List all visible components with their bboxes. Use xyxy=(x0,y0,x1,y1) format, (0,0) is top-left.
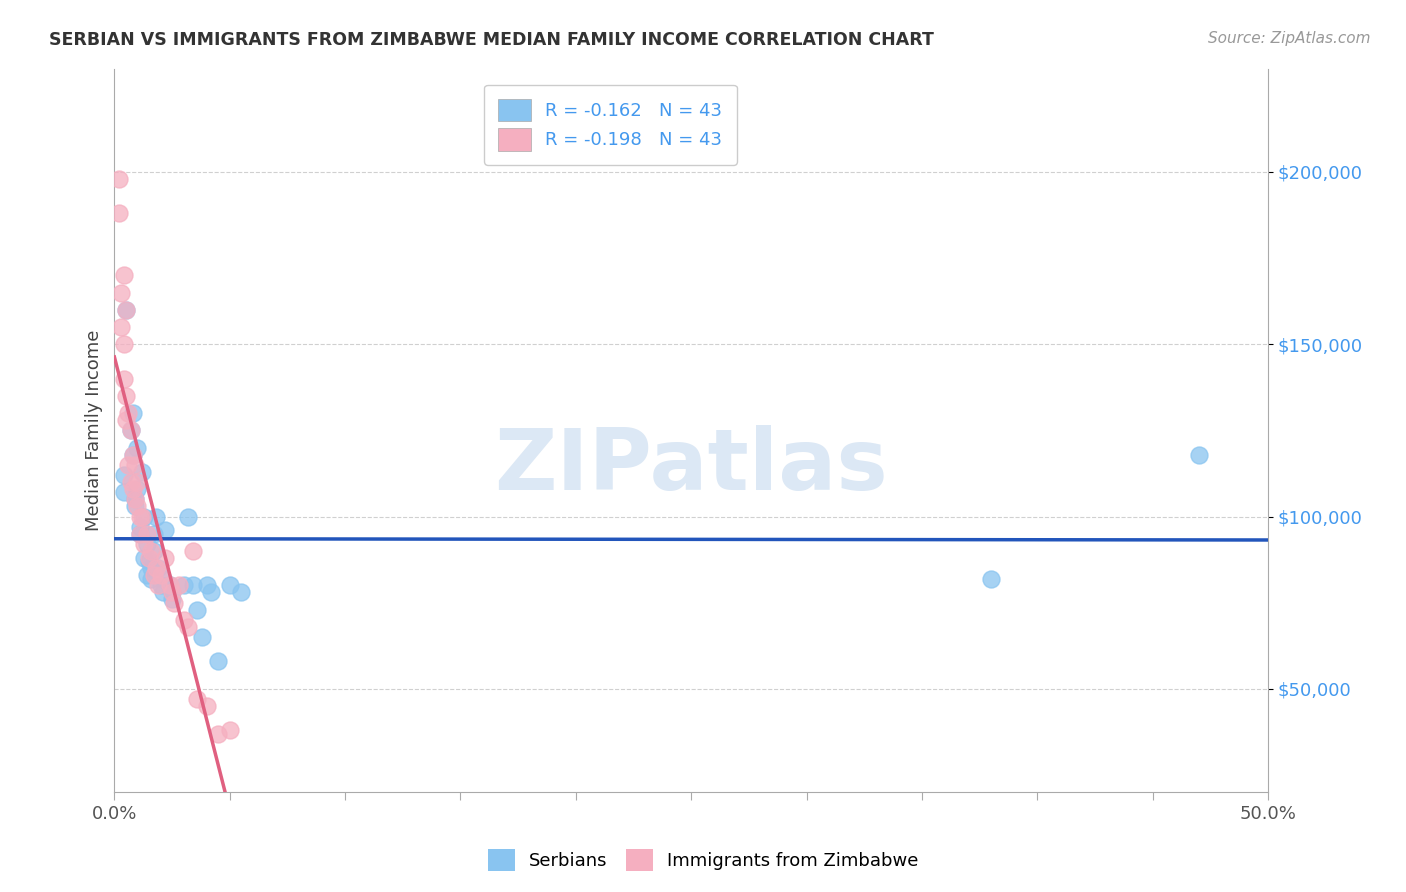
Point xyxy=(134,537,156,551)
Point xyxy=(142,544,165,558)
Point xyxy=(134,550,156,565)
Point xyxy=(173,578,195,592)
Point xyxy=(173,613,195,627)
Point xyxy=(145,509,167,524)
Point xyxy=(128,520,150,534)
Point xyxy=(195,578,218,592)
Point xyxy=(160,585,183,599)
Point xyxy=(195,699,218,714)
Point xyxy=(149,578,172,592)
Point xyxy=(112,337,135,351)
Legend: Serbians, Immigrants from Zimbabwe: Serbians, Immigrants from Zimbabwe xyxy=(481,842,925,879)
Point xyxy=(120,475,142,489)
Point xyxy=(131,509,153,524)
Point xyxy=(167,578,190,592)
Point xyxy=(149,568,172,582)
Point xyxy=(131,465,153,479)
Point xyxy=(108,206,131,220)
Text: Source: ZipAtlas.com: Source: ZipAtlas.com xyxy=(1208,31,1371,46)
Point xyxy=(153,524,176,538)
Text: ZIPatlas: ZIPatlas xyxy=(495,425,889,508)
Point xyxy=(120,424,142,438)
Point xyxy=(153,550,176,565)
Point xyxy=(124,492,146,507)
Point xyxy=(152,585,174,599)
Point xyxy=(112,268,135,283)
Point xyxy=(122,448,145,462)
Point xyxy=(159,578,181,592)
Point xyxy=(138,550,160,565)
Point xyxy=(152,572,174,586)
Point xyxy=(128,509,150,524)
Point xyxy=(122,448,145,462)
Point xyxy=(160,585,183,599)
Point xyxy=(186,602,208,616)
Point xyxy=(148,561,170,575)
Point xyxy=(127,500,149,514)
Point xyxy=(135,537,157,551)
Point xyxy=(117,458,139,472)
Point xyxy=(135,526,157,541)
Point xyxy=(128,526,150,541)
Point xyxy=(108,171,131,186)
Point xyxy=(186,692,208,706)
Point xyxy=(128,526,150,541)
Point xyxy=(141,561,163,575)
Point xyxy=(191,630,214,644)
Point xyxy=(115,389,138,403)
Point xyxy=(127,482,149,496)
Point xyxy=(124,458,146,472)
Point xyxy=(124,500,146,514)
Point xyxy=(148,578,170,592)
Point xyxy=(1188,448,1211,462)
Point xyxy=(122,482,145,496)
Point xyxy=(142,568,165,582)
Point xyxy=(127,441,149,455)
Point xyxy=(141,544,163,558)
Point xyxy=(145,561,167,575)
Point xyxy=(138,554,160,568)
Point xyxy=(218,723,240,738)
Point xyxy=(218,578,240,592)
Point xyxy=(177,620,200,634)
Point xyxy=(207,727,229,741)
Point xyxy=(115,302,138,317)
Point xyxy=(112,468,135,483)
Point xyxy=(117,406,139,420)
Point xyxy=(110,285,132,300)
Point xyxy=(142,526,165,541)
Point xyxy=(134,509,156,524)
Point xyxy=(112,372,135,386)
Point xyxy=(124,492,146,507)
Text: SERBIAN VS IMMIGRANTS FROM ZIMBABWE MEDIAN FAMILY INCOME CORRELATION CHART: SERBIAN VS IMMIGRANTS FROM ZIMBABWE MEDI… xyxy=(49,31,934,49)
Legend: R = -0.162   N = 43, R = -0.198   N = 43: R = -0.162 N = 43, R = -0.198 N = 43 xyxy=(484,85,737,165)
Point xyxy=(141,572,163,586)
Point xyxy=(160,592,183,607)
Point xyxy=(177,509,200,524)
Point xyxy=(115,302,138,317)
Point xyxy=(181,578,204,592)
Point xyxy=(200,585,222,599)
Point xyxy=(115,413,138,427)
Point xyxy=(163,596,186,610)
Point xyxy=(231,585,253,599)
Point xyxy=(112,485,135,500)
Y-axis label: Median Family Income: Median Family Income xyxy=(86,330,103,531)
Point xyxy=(207,654,229,668)
Point xyxy=(122,406,145,420)
Point xyxy=(980,572,1002,586)
Point xyxy=(159,578,181,592)
Point xyxy=(120,424,142,438)
Point xyxy=(127,475,149,489)
Point xyxy=(110,320,132,334)
Point xyxy=(135,568,157,582)
Point xyxy=(181,544,204,558)
